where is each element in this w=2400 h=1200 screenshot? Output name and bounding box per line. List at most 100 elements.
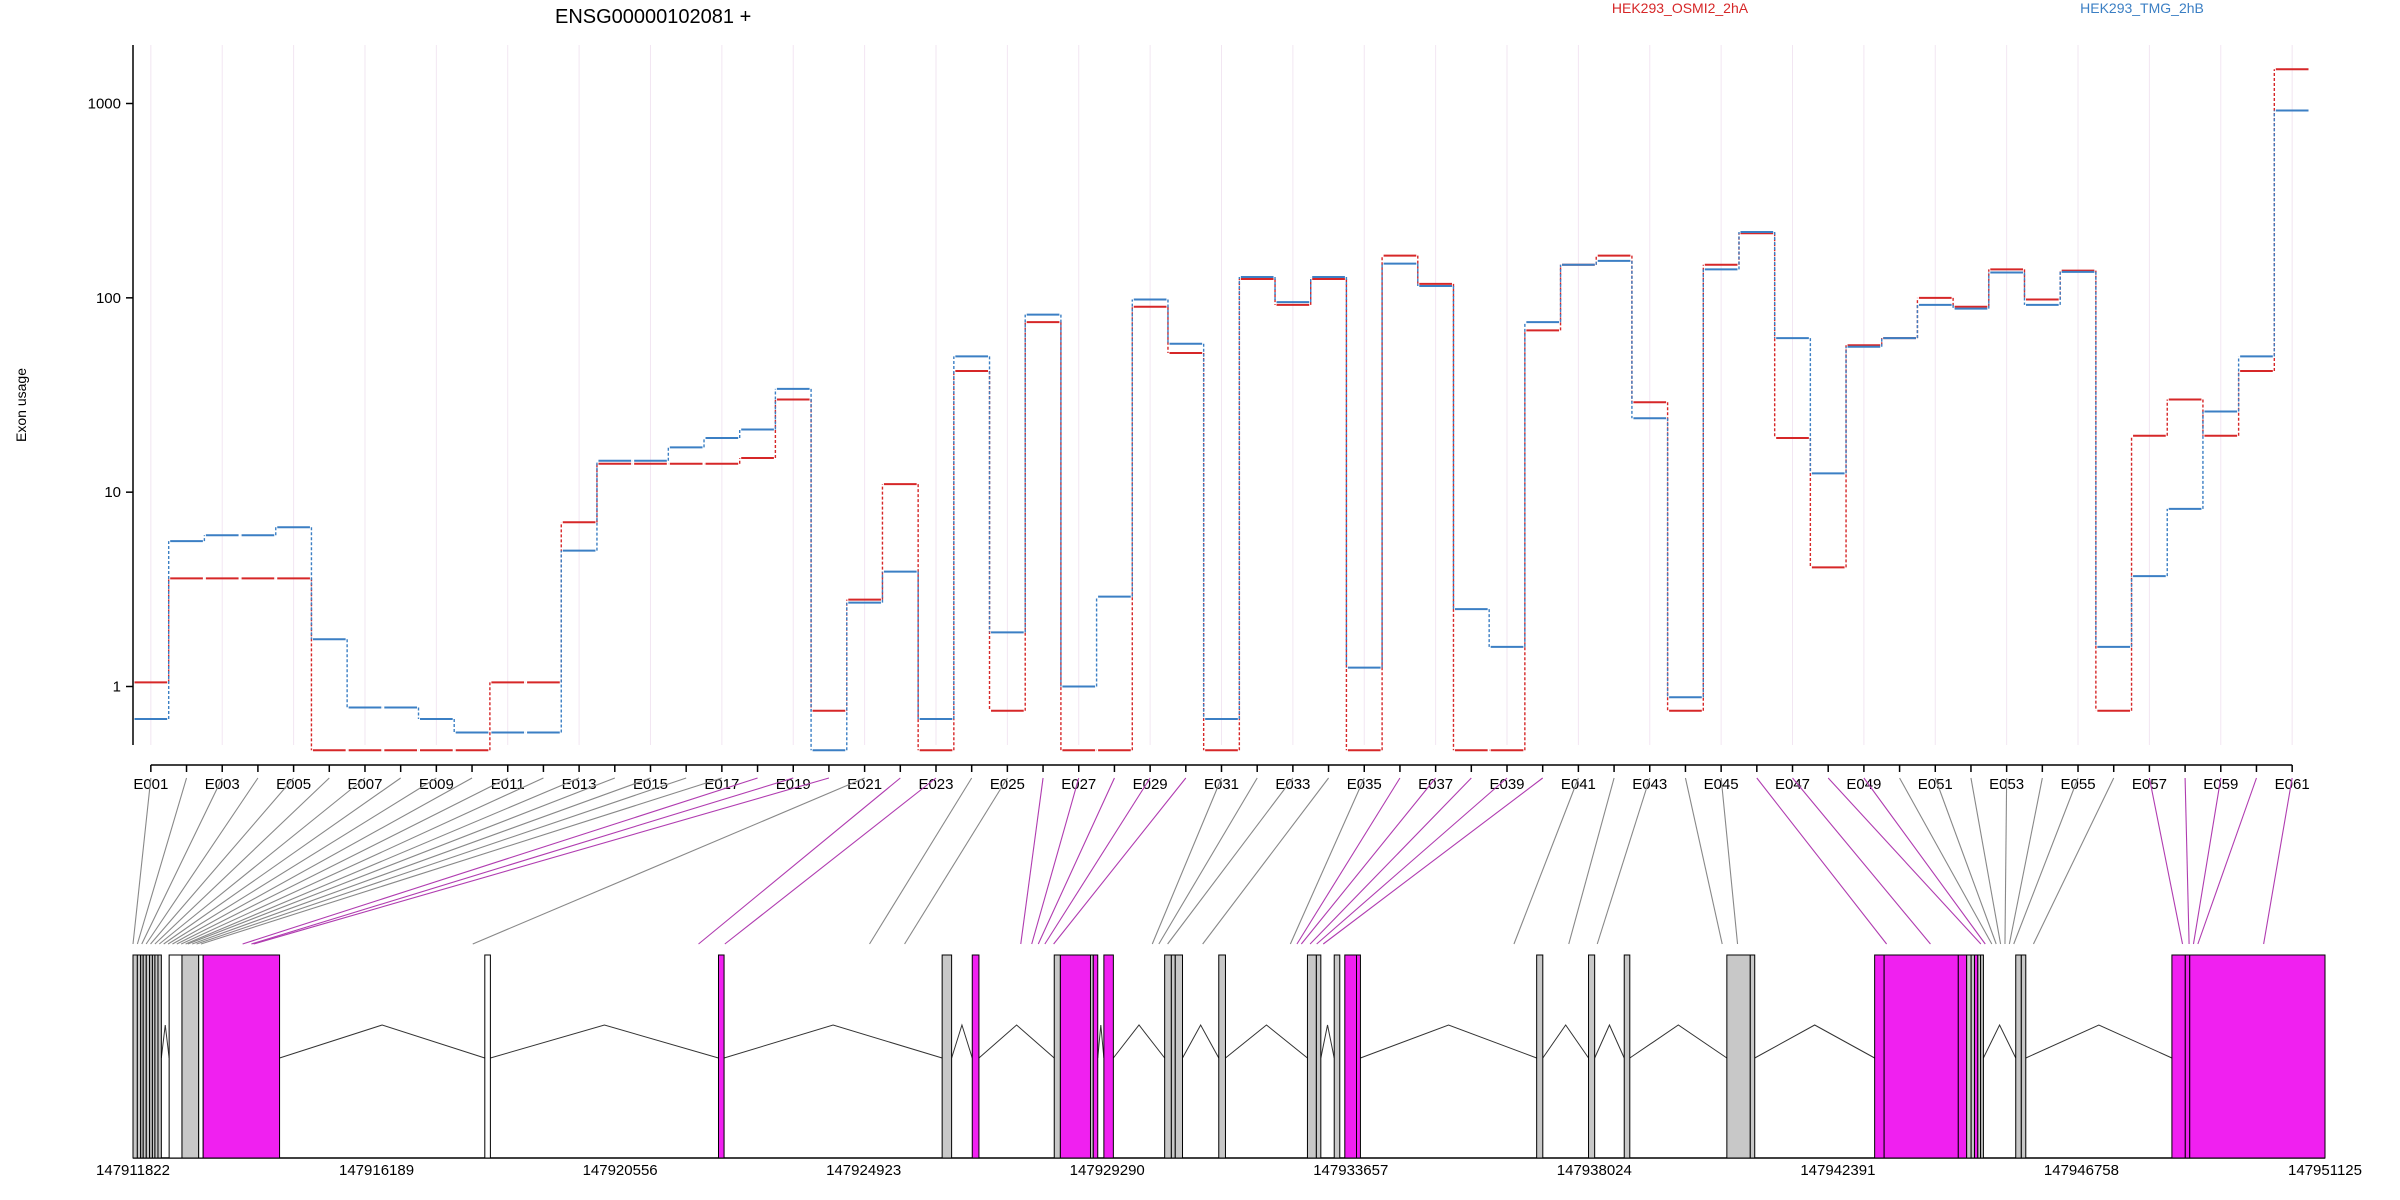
genomic-coordinate-label: 147929290 [1070, 1162, 1145, 1179]
y-tick-label: 10 [104, 484, 121, 501]
intron-line [279, 1024, 485, 1059]
exon-connector [251, 777, 794, 945]
x-tick-label: E051 [1918, 776, 1953, 793]
intron-line [723, 1024, 943, 1059]
exon-box [1344, 954, 1358, 1159]
series-tmg [134, 109, 2309, 752]
exon-box [145, 954, 151, 1159]
exon-box [136, 954, 142, 1159]
exon-box [1883, 954, 1959, 1159]
x-tick-label: E061 [2275, 776, 2310, 793]
exon-connector [242, 777, 758, 945]
legend-series-osmi2: HEK293_OSMI2_2hA [1612, 0, 1749, 16]
legend-series-tmg: HEK293_TMG_2hB [2080, 0, 2204, 16]
genomic-coordinate-label: 147951125 [2288, 1162, 2362, 1179]
exon-connector [1031, 777, 1080, 945]
exon-box [1218, 954, 1226, 1159]
exon-connector [1167, 777, 1294, 945]
intron-line [978, 1024, 1055, 1059]
exon-box [1306, 954, 1317, 1159]
labels-layer: ENSG00000102081 + Exon usage HEK293_OSMI… [13, 0, 2204, 442]
exon-connector [904, 777, 1008, 945]
exon-connector [1720, 777, 1739, 945]
intron-line [1754, 1024, 1875, 1059]
exon-connector [2192, 777, 2222, 945]
exon-box [1059, 954, 1091, 1159]
exon-box [971, 954, 980, 1159]
intron-line [1594, 1023, 1625, 1059]
x-tick-label: E021 [847, 776, 882, 793]
x-tick-label: E049 [1846, 776, 1881, 793]
exon-connector [1970, 777, 2002, 945]
genomic-coordinate-label: 147946758 [2044, 1162, 2119, 1179]
exon-box [1623, 954, 1631, 1159]
exon-connector [1322, 777, 1544, 945]
exon-connector [191, 777, 651, 945]
x-tick-label: E035 [1347, 776, 1382, 793]
exon-connector [200, 777, 723, 945]
x-tick-label: E045 [1704, 776, 1739, 793]
exon-box [1053, 954, 1061, 1159]
exon-connector [1020, 777, 1044, 945]
exon-connector [1792, 777, 1931, 945]
genomic-coordinate-label: 147920556 [583, 1162, 658, 1179]
exon-connector [2148, 777, 2184, 945]
exon-connector [2032, 777, 2115, 945]
exon-connector [176, 777, 508, 945]
exon-connector [180, 777, 544, 945]
x-tick-label: E031 [1204, 776, 1239, 793]
exon-connector [1899, 777, 1993, 945]
exon-connector [1151, 777, 1223, 945]
exon-connector [2008, 777, 2043, 945]
genomic-coordinate-label: 147924923 [826, 1162, 901, 1179]
x-tick-label: E003 [205, 776, 240, 793]
exon-box [1966, 954, 1972, 1159]
exon-box [1980, 954, 1984, 1159]
intron-line [490, 1024, 719, 1059]
genomic-coordinate-label: 147916189 [339, 1162, 414, 1179]
exon-connector [132, 777, 152, 945]
exon-box [1103, 954, 1114, 1159]
exon-connector [150, 777, 295, 945]
exon-connector [869, 777, 973, 945]
exon-box [1536, 954, 1544, 1159]
exon-connector [1863, 777, 1986, 945]
exon-box [2189, 954, 2326, 1159]
intron-line [2025, 1024, 2173, 1059]
exon-connector [1316, 777, 1508, 945]
x-tick-label: E059 [2203, 776, 2238, 793]
exon-box [1170, 954, 1176, 1159]
exon-box [1957, 954, 1968, 1159]
exon-box [941, 954, 953, 1159]
y-tick-label: 1000 [88, 96, 121, 113]
intron-line [1320, 1024, 1335, 1059]
series-layer [134, 68, 2309, 752]
exon-connector [154, 777, 330, 945]
intron-line [1629, 1024, 1728, 1059]
x-tick-label: E011 [491, 776, 525, 793]
x-tick-label: E015 [633, 776, 668, 793]
intron-line [951, 1023, 973, 1059]
exon-connector [2197, 777, 2257, 945]
exon-box [717, 954, 725, 1159]
exon-connector [136, 777, 188, 945]
grid-layer [150, 45, 2293, 745]
exon-box [1973, 954, 1979, 1159]
exon-connector [1044, 777, 1151, 945]
exon-connector [1568, 777, 1615, 945]
exon-connector [1053, 777, 1187, 945]
exon-box [2184, 954, 2191, 1159]
intron-line [1225, 1024, 1308, 1059]
intron-line [1542, 1024, 1589, 1059]
exon-connector [2184, 777, 2190, 945]
exon-box [1315, 954, 1322, 1159]
exon-connector [253, 777, 830, 945]
exon-connector [2004, 777, 2008, 945]
exon-box [181, 954, 200, 1159]
exon-box [1356, 954, 1361, 1159]
exon-connector [472, 777, 865, 945]
exon-box [1749, 954, 1756, 1159]
